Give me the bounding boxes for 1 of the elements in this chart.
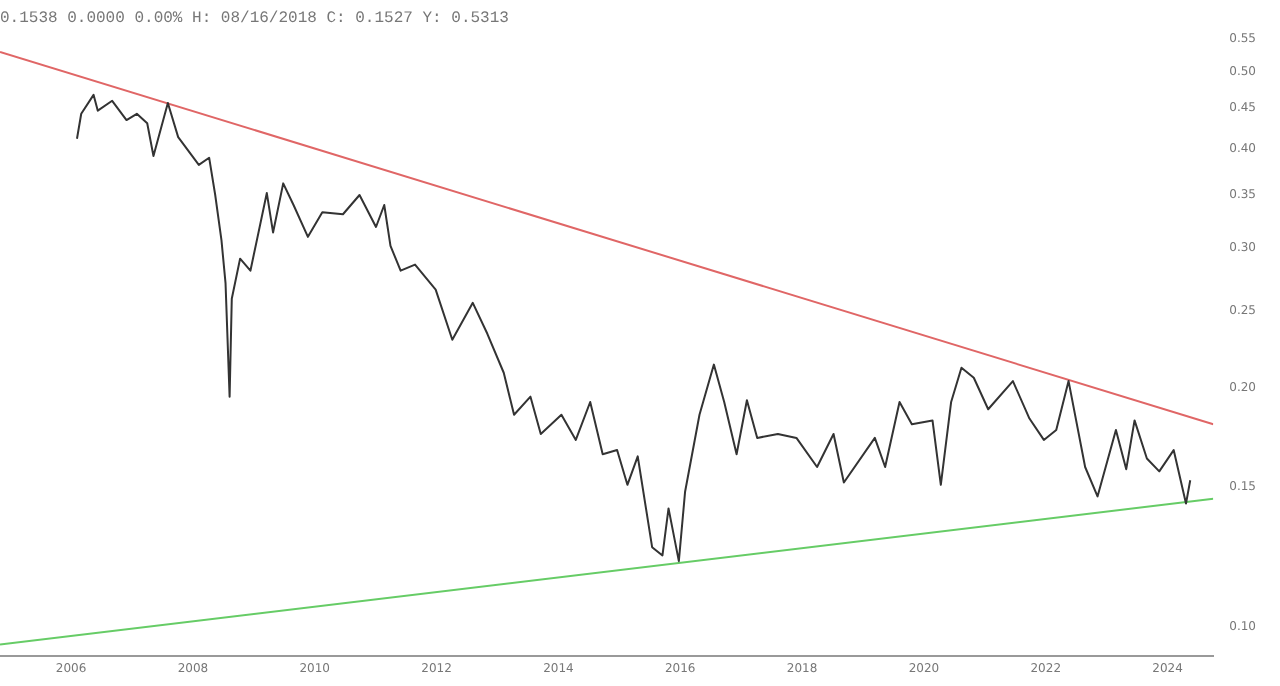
chart-title: 0.1538 0.0000 0.00% H: 08/16/2018 C: 0.1527 Y: 0.5313 (0, 9, 510, 28)
